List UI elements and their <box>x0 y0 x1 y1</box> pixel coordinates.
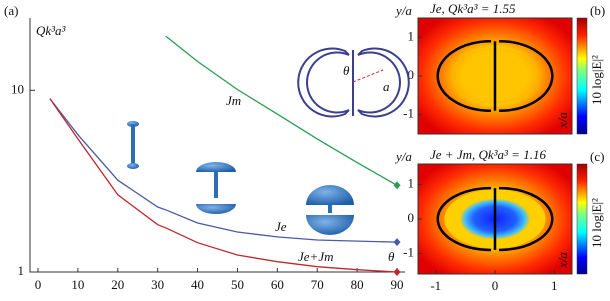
y-tick-label: 1 <box>18 263 25 278</box>
y-tick-label: 10 <box>11 81 24 96</box>
y-tick-label: 0 <box>408 210 415 225</box>
structure <box>436 186 554 252</box>
series-line <box>49 98 398 273</box>
x-axis-label: θ <box>388 249 395 264</box>
x-tick-label: 90 <box>391 277 404 292</box>
title: Je, Qk³a³ = 1.55 <box>430 1 516 16</box>
line-panel: 0 10 20 30 40 50 60 70 80 90 1 10 (a) Qk³a³ θ Jm Je Je+Jm <box>4 3 405 292</box>
svg-text:θ: θ <box>343 63 350 78</box>
series-line <box>165 35 398 186</box>
end-marker <box>393 181 401 190</box>
x-tick-label: 1 <box>551 278 558 293</box>
heatmap-panel: -1 0 1 -1 0 1 Je + Jm, Qk³a³ = 1.16 y/a x/a (c) 10… <box>394 147 604 293</box>
x-tick-label: 80 <box>351 277 364 292</box>
x-tick-label: 30 <box>151 277 164 292</box>
y-axis-label: Qk³a³ <box>36 23 67 38</box>
y-tick-label: 0 <box>408 67 415 82</box>
x-tick-label: -1 <box>430 278 441 293</box>
y-tick-label: -1 <box>403 106 414 121</box>
series-label: Je+Jm <box>298 249 333 264</box>
x-axis-label: x/a <box>555 252 570 269</box>
structure <box>436 39 554 113</box>
x-tick-label: 50 <box>231 277 244 292</box>
x-axis-label: x/a <box>555 112 570 129</box>
colorbar <box>576 17 588 135</box>
title: Je + Jm, Qk³a³ = 1.16 <box>430 147 546 162</box>
end-marker <box>393 238 401 247</box>
svg-text:a: a <box>383 79 390 94</box>
y-tick-label: 1 <box>408 28 415 43</box>
colorbar-label: 10 log|E|² <box>589 198 604 248</box>
series-label: Je <box>275 219 287 234</box>
inset-shapes: θ a <box>127 47 410 235</box>
y-axis-label: y/a <box>394 149 412 164</box>
series-line <box>49 98 398 243</box>
x-tick-label: 70 <box>311 277 324 292</box>
panel-label: (b) <box>590 3 605 18</box>
end-marker <box>393 268 401 276</box>
x-tick-label: 20 <box>111 277 124 292</box>
series-label: Jm <box>226 93 241 108</box>
x-tick-label: 0 <box>492 278 499 293</box>
x-tick-label: 60 <box>271 277 284 292</box>
y-axis-label: y/a <box>394 3 412 18</box>
panel-label: (c) <box>590 149 604 164</box>
colorbar-label: 10 log|E|² <box>589 55 604 105</box>
x-tick-label: 10 <box>71 277 84 292</box>
x-tick-label: 0 <box>35 277 42 292</box>
heatmap-panel: -1 0 1 Je, Qk³a³ = 1.55 y/a x/a (b) 10 log|E|² <box>394 1 605 135</box>
colorbar <box>576 163 588 275</box>
x-tick-label: 40 <box>191 277 204 292</box>
panel-label: (a) <box>4 3 18 18</box>
y-tick-label: 1 <box>408 176 415 191</box>
y-tick-label: -1 <box>403 244 414 259</box>
